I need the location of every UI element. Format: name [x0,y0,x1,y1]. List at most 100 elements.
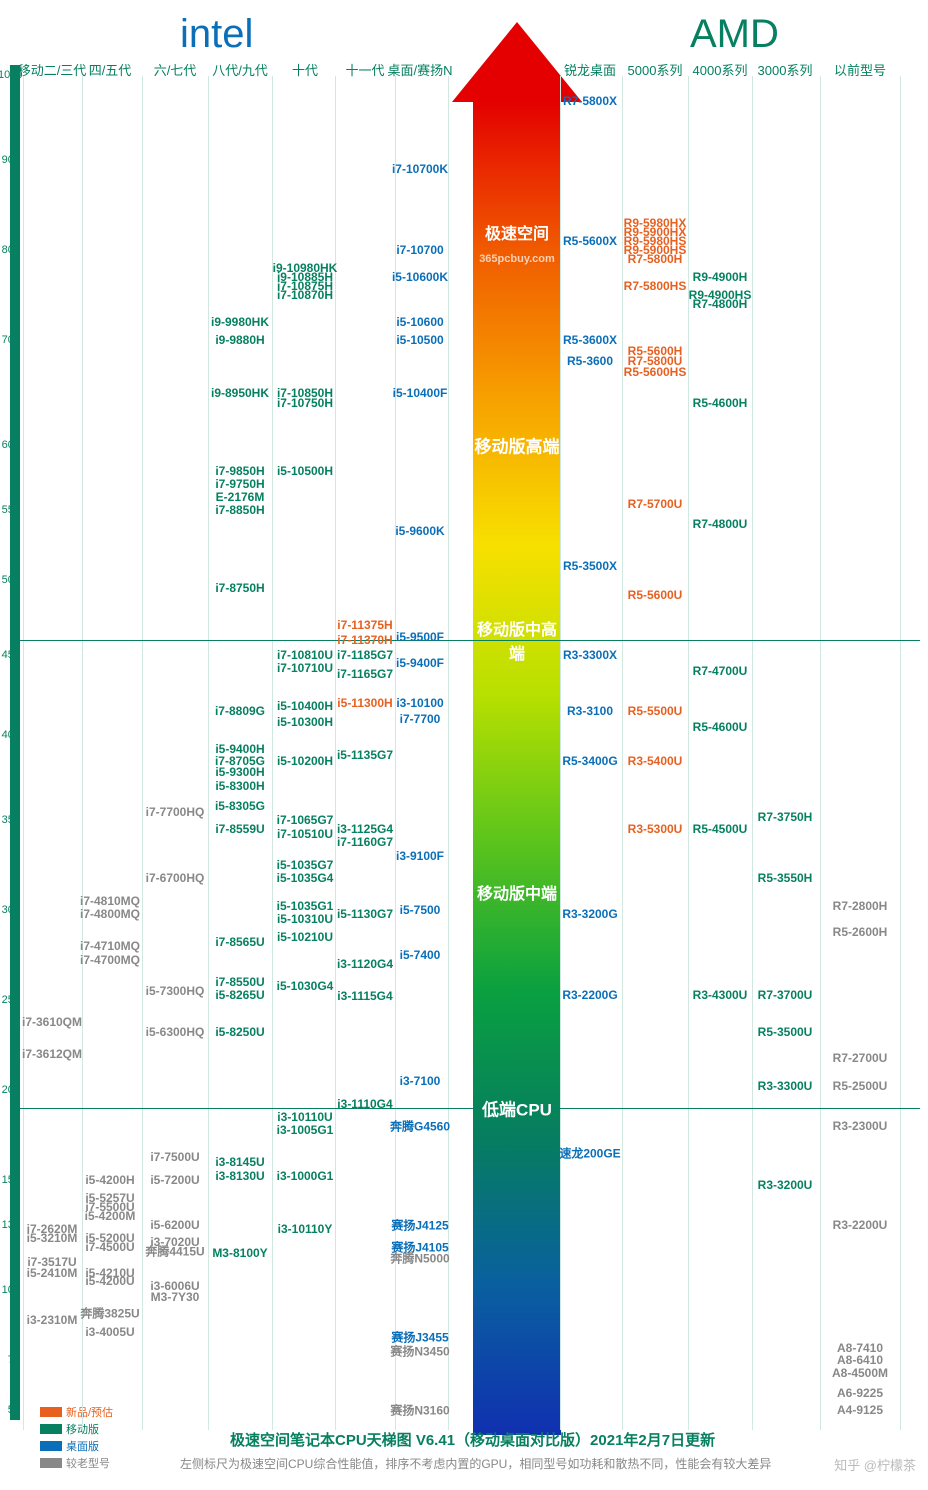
cpu-label: i5-9400F [396,656,444,670]
legend-label: 较老型号 [66,1455,110,1471]
cpu-label: 奔腾G4560 [390,1118,450,1135]
cpu-label: i7-7700 [400,712,441,726]
axis-tick: 250 [0,994,20,1006]
cpu-label: R5-3600X [563,333,617,347]
cpu-label: i7-7700HQ [146,805,205,819]
column-header: 锐龙桌面 [564,60,616,79]
cpu-label: 奔腾N5000 [390,1249,449,1266]
cpu-label: i3-4005U [85,1325,134,1339]
cpu-label: i7-1165G7 [337,667,393,681]
cpu-label: i7-8809G [215,704,265,718]
legend-item: 移动版 [40,1421,113,1437]
legend-item: 较老型号 [40,1455,113,1471]
cpu-label: i5-10310U [277,912,333,926]
axis-tick: 350 [0,814,20,826]
cpu-label: R7-5800HS [624,279,687,293]
cpu-label: i3-1115G4 [337,989,392,1003]
cpu-label: i7-10700 [396,243,443,257]
cpu-label: i7-8750H [215,581,264,595]
cpu-label: i3-8130U [215,1169,264,1183]
legend-item: 新品/预估 [40,1404,113,1420]
cpu-label: M3-7Y30 [151,1290,200,1304]
axis-tick: 800 [0,244,20,256]
cpu-label: 赛扬N3450 [390,1342,449,1359]
legend-label: 桌面版 [66,1438,99,1454]
cpu-label: i7-4800MQ [80,907,140,921]
cpu-label: R3-3300U [758,1079,813,1093]
cpu-label: i7-4710MQ [80,939,140,953]
cpu-label: R3-3200U [758,1178,813,1192]
legend-swatch [40,1441,62,1451]
column-header: 4000系列 [693,60,748,79]
column-separator [820,76,821,1430]
cpu-label: i5-8265U [215,988,264,1002]
cpu-label: i5-10500 [396,333,443,347]
cpu-label: i5-9600K [395,524,444,538]
arrow-label: 365pcbuy.com [473,253,561,265]
cpu-label: R5-2500U [833,1079,888,1093]
cpu-label: i9-8950HK [211,386,269,400]
cpu-label: i5-4200H [85,1173,134,1187]
cpu-label: i3-2310M [27,1313,78,1327]
cpu-label: i7-4700MQ [80,953,140,967]
cpu-label: i7-3612QM [22,1047,82,1061]
cpu-label: R5-5600X [563,234,617,248]
legend-swatch [40,1407,62,1417]
cpu-label: R5-5600HS [624,365,687,379]
cpu-label: i5-1030G4 [277,979,334,993]
cpu-label: i3-7100 [400,1074,441,1088]
axis-tick: 450 [0,649,20,661]
cpu-label: i7-8559U [215,822,264,836]
cpu-label: i7-10700K [392,162,448,176]
cpu-label: i7-3610QM [22,1015,82,1029]
column-separator [208,76,209,1430]
cpu-label: E-2176M [216,490,265,504]
cpu-label: i5-7200U [150,1173,199,1187]
axis-tick: 200 [0,1084,20,1096]
cpu-label: R3-4300U [693,988,748,1002]
cpu-label: R5-5500U [628,704,683,718]
cpu-label: i5-10200H [277,754,333,768]
cpu-label: i7-10870H [277,288,333,302]
cpu-label: i5-2410M [27,1266,78,1280]
cpu-label: R7-3700U [758,988,813,1002]
cpu-label: R9-4900H [693,270,748,284]
cpu-label: i7-8850H [215,503,264,517]
cpu-label: i5-11300H [337,696,392,710]
column-separator [752,76,753,1430]
cpu-label: i7-8565U [215,935,264,949]
arrow-label: 移动版高端 [473,433,561,458]
cpu-label: i5-8250U [215,1025,264,1039]
axis-tick: 550 [0,504,20,516]
cpu-label: R5-3400G [562,754,617,768]
cpu-label: R7-5800H [628,252,683,266]
legend-swatch [40,1458,62,1468]
cpu-label: i7-1160G7 [337,835,393,849]
cpu-label: R7-2800H [833,899,888,913]
cpu-label: R5-3550H [758,871,813,885]
cpu-label: R5-4600H [693,396,748,410]
grid-line [20,1108,920,1109]
cpu-label: i5-10500H [277,464,333,478]
cpu-label: R5-4500U [693,822,748,836]
arrow-label: 移动版中高端 [473,616,561,664]
cpu-label: R7-4800U [693,517,748,531]
axis-tick: 70 [0,1354,20,1366]
cpu-label: R3-2200U [833,1218,888,1232]
column-separator [688,76,689,1430]
cpu-label: i3-9100F [396,849,444,863]
arrow-label: 极速空间 [473,220,561,244]
column-header: 桌面/赛扬N [387,60,452,79]
cpu-label: A6-9225 [837,1386,883,1400]
cpu-label: i9-9880H [215,333,264,347]
cpu-label: i5-7500 [400,903,441,917]
cpu-label: i9-9980HK [211,315,269,329]
cpu-label: i7-9850H [215,464,264,478]
axis-tick: 500 [0,574,20,586]
column-separator [335,76,336,1430]
grid-line [20,640,920,641]
column-separator [82,76,83,1430]
column-separator [900,76,901,1430]
column-header: 十一代 [345,60,384,79]
cpu-label: i5-8305G [215,799,265,813]
